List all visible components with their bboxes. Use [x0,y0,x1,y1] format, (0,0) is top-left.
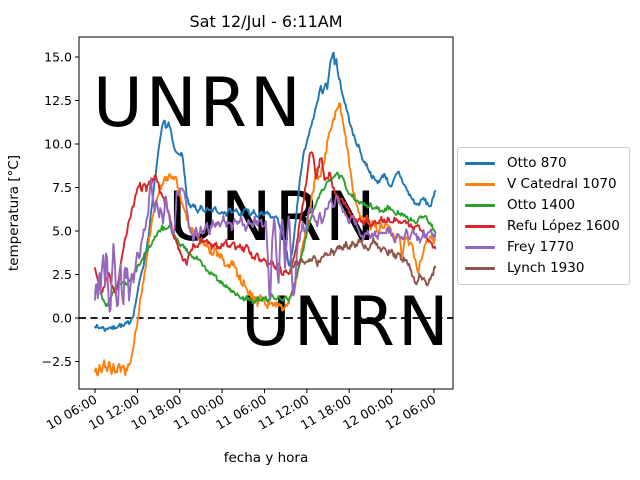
legend-color-sample [465,204,495,207]
x-axis-label: fecha y hora [224,450,309,466]
legend-label: Refu López 1600 [507,218,620,234]
y-tick-label: −2.5 [42,354,72,369]
series-line-v-catedral-1070 [94,102,437,377]
legend-label: Lynch 1930 [507,260,585,276]
legend-item: Otto 1400 [465,195,620,216]
y-tick-label: 15.0 [44,50,72,65]
legend-color-sample [465,183,495,186]
legend-label: V Catedral 1070 [507,176,617,192]
plot-area-border [78,36,454,390]
legend-label: Otto 1400 [507,197,576,213]
series-line-otto-1400 [94,171,437,308]
legend: Otto 870 V Catedral 1070 Otto 1400 Refu Lóp… [457,147,630,285]
legend-item: Lynch 1930 [465,258,620,279]
legend-color-sample [465,267,495,270]
watermark-text: UNRN [241,283,452,362]
series-line-frey-1770 [94,177,437,313]
y-tick-label: 10.0 [44,137,72,152]
y-tick-label: 5.0 [52,224,72,239]
series-lines [94,51,437,377]
watermark-text: UNRN [93,64,304,143]
legend-item: Refu López 1600 [465,216,620,237]
legend-label: Otto 870 [507,155,567,171]
legend-item: Frey 1770 [465,237,620,258]
legend-color-sample [465,246,495,249]
series-line-lynch-1930 [288,237,437,287]
legend-item: V Catedral 1070 [465,174,620,195]
y-axis-label: temperatura [°C] [6,155,22,271]
chart-title: Sat 12/Jul - 6:11AM [190,12,343,31]
y-tick-label: 7.5 [52,180,72,195]
y-tick-label: 2.5 [52,267,72,282]
y-tick-label: 12.5 [44,93,72,108]
series-line-otto-870 [94,51,437,333]
y-tick-label: 0.0 [52,311,72,326]
legend-color-sample [465,225,495,228]
legend-label: Frey 1770 [507,239,574,255]
legend-color-sample [465,162,495,165]
legend-item: Otto 870 [465,153,620,174]
